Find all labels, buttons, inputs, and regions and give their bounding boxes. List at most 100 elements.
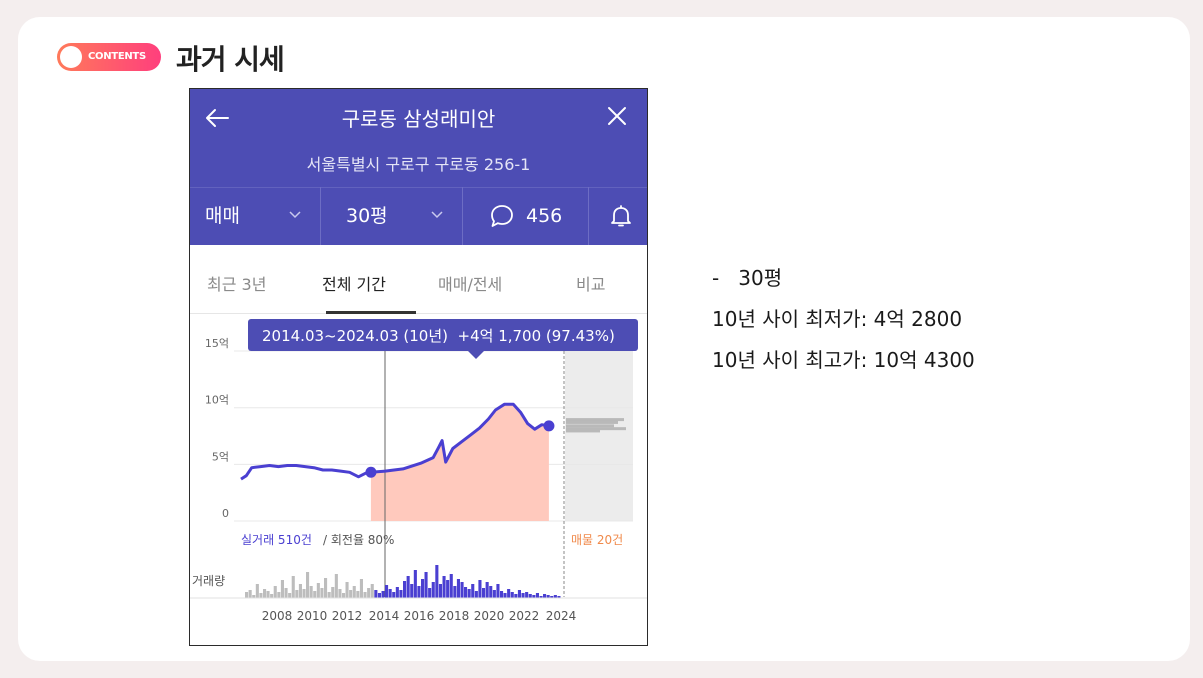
volume-bar: [453, 586, 457, 598]
volume-bar: [288, 593, 292, 598]
volume-bar: [535, 593, 539, 598]
x-tick-label: 2010: [297, 609, 328, 623]
y-tick-label: 5억: [212, 450, 229, 463]
x-tick-label: 2024: [546, 609, 577, 623]
x-tick-label: 2008: [262, 609, 293, 623]
volume-bar: [270, 594, 274, 598]
app-screenshot: 구로동 삼성래미안 서울특별시 구로구 구로동 256-1 매매 30평 456…: [189, 88, 648, 646]
listing-zone: [565, 351, 633, 521]
volume-label: 거래량: [192, 574, 225, 588]
x-tick-label: 2016: [404, 609, 435, 623]
volume-bar: [521, 593, 525, 598]
price-chart[interactable]: 15억 10억 5억 0 2014.03~2024.03 (10년) +4억 1,70…: [190, 315, 647, 646]
volume-bar: [356, 591, 360, 598]
listing-bar: [566, 429, 600, 433]
volume-bar: [460, 582, 464, 598]
volume-bar: [539, 596, 543, 598]
listing-bar: [566, 427, 626, 431]
volume-bar: [528, 594, 532, 598]
volume-bar: [489, 586, 493, 598]
back-arrow-icon[interactable]: [204, 105, 230, 131]
notes: - 30평 10년 사이 최저가: 4억 2800 10년 사이 최고가: 10…: [712, 264, 975, 387]
volume-bar: [338, 589, 342, 598]
volume-bar: [424, 572, 428, 598]
note-low-price: 10년 사이 최저가: 4억 2800: [712, 307, 963, 331]
price-line: [240, 402, 550, 481]
tab-all-period[interactable]: 전체 기간: [322, 275, 386, 294]
range-markers: [365, 420, 555, 478]
volume-bar: [442, 576, 446, 598]
volume-bar: [370, 584, 374, 598]
x-axis-labels: 2008 2010 2012 2014 2016 2018 2020 2022 2024: [262, 609, 577, 623]
volume-bar: [295, 590, 299, 598]
volume-bar: [464, 587, 468, 598]
volume-bar: [478, 580, 482, 598]
volume-bar: [363, 592, 367, 598]
volume-bar: [277, 592, 281, 598]
tab-compare[interactable]: 비교: [576, 275, 606, 294]
volume-bar: [374, 590, 378, 598]
x-tick-label: 2012: [332, 609, 363, 623]
turnover-label: / 회전율 80%: [323, 533, 394, 547]
bell-icon[interactable]: [608, 203, 634, 229]
active-tab-indicator: [326, 311, 416, 314]
volume-bar: [280, 580, 284, 598]
x-tick-label: 2020: [474, 609, 505, 623]
comment-bubble-icon[interactable]: [489, 203, 515, 229]
volume-bar: [320, 588, 324, 598]
volume-bar: [421, 579, 425, 598]
volume-bar: [313, 591, 317, 598]
tab-recent-3-years[interactable]: 최근 3년: [207, 275, 267, 294]
volume-bar: [352, 586, 356, 598]
volume-bar: [309, 586, 313, 598]
y-tick-label: 10억: [205, 394, 229, 407]
tab-sale-jeonse[interactable]: 매매/전세: [438, 275, 503, 294]
volume-bar: [316, 583, 320, 598]
y-axis-labels: 15억 10억 5억 0: [205, 337, 229, 520]
trade-type-select[interactable]: 매매: [205, 205, 240, 227]
y-tick-label: 0: [222, 507, 229, 520]
listing-bar: [566, 420, 618, 424]
volume-bar: [525, 592, 529, 598]
close-icon[interactable]: [606, 105, 628, 127]
volume-bar: [302, 589, 306, 598]
volume-bars: [245, 565, 561, 598]
chevron-down-icon[interactable]: [289, 211, 301, 219]
header-divider: [190, 187, 647, 188]
volume-bar: [392, 592, 396, 598]
comment-count[interactable]: 456: [526, 205, 563, 227]
volume-bar: [255, 584, 259, 598]
volume-bar: [546, 595, 550, 598]
badge-label: CONTENTS: [88, 51, 146, 62]
volume-bar: [492, 590, 496, 598]
volume-bar: [252, 595, 256, 598]
volume-bar: [403, 581, 407, 598]
volume-bar: [388, 589, 392, 598]
range-end-marker: [543, 420, 555, 432]
volume-bar: [385, 585, 389, 598]
volume-bar: [553, 595, 557, 598]
volume-bar: [557, 596, 561, 598]
volume-bar: [510, 592, 514, 598]
volume-bar: [291, 576, 295, 598]
volume-bar: [349, 590, 353, 598]
volume-bar: [342, 593, 346, 598]
volume-bar: [503, 593, 507, 598]
volume-bar: [467, 589, 471, 598]
chevron-down-icon[interactable]: [431, 211, 443, 219]
volume-bar: [245, 592, 249, 598]
section-title: 과거 시세: [176, 43, 285, 76]
volume-bar: [266, 591, 270, 598]
volume-bar: [449, 574, 453, 598]
note-high-price: 10년 사이 최고가: 10억 4300: [712, 348, 975, 372]
size-select[interactable]: 30평: [346, 205, 388, 227]
volume-bar: [428, 588, 432, 598]
volume-bar: [485, 582, 489, 598]
subbar-separator: [588, 187, 589, 245]
tooltip-text: 2014.03~2024.03 (10년) +4억 1,700 (97.43%): [262, 327, 615, 345]
volume-bar: [446, 580, 450, 598]
volume-bar: [367, 588, 371, 598]
volume-bar: [324, 578, 328, 598]
volume-bar: [263, 589, 267, 598]
apartment-name: 구로동 삼성래미안: [341, 107, 496, 131]
